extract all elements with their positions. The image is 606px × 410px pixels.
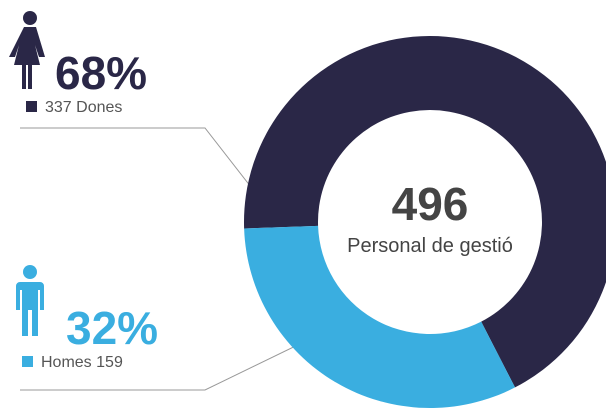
legend-swatch <box>22 356 33 367</box>
leader-line <box>20 127 266 206</box>
category: Homes <box>41 354 92 371</box>
percent-label: 68% <box>55 47 147 99</box>
count: 159 <box>96 354 123 371</box>
count: 337 <box>45 99 72 116</box>
center-value: 496 <box>392 178 469 230</box>
woman-icon <box>9 11 45 89</box>
center-label: Personal de gestió <box>347 235 513 257</box>
legend-swatch <box>26 101 37 112</box>
legend-label: 337 Dones <box>45 99 122 116</box>
donut <box>244 36 606 409</box>
category: Dones <box>76 99 122 116</box>
legend-label: Homes 159 <box>41 354 123 371</box>
man-icon <box>16 265 44 336</box>
donut-segment <box>244 225 516 409</box>
percent-label: 32% <box>66 302 158 354</box>
donut-segment <box>244 36 606 388</box>
